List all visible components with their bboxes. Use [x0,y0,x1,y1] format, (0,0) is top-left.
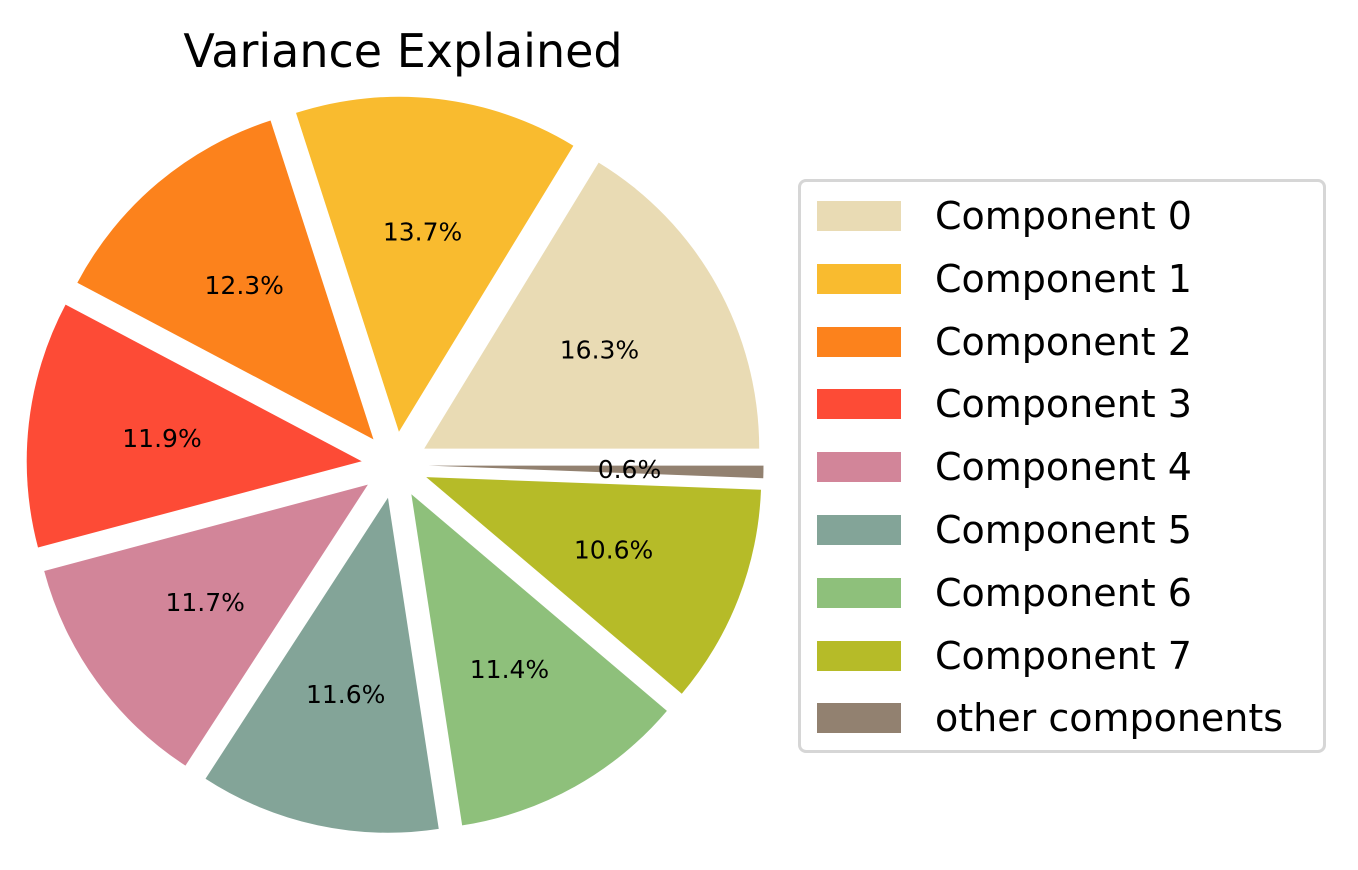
legend-swatch [817,640,901,671]
slice-percent-label: 13.7% [383,218,462,247]
legend-label: Component 6 [935,570,1192,615]
legend-swatch [817,389,901,420]
legend-swatch [817,326,901,357]
slice-percent-label: 10.6% [574,535,653,564]
pie-slice [411,494,667,826]
pie-slice [205,497,439,833]
legend-item: other components [817,696,1284,741]
pie-slice [296,96,574,432]
slice-percent-label: 11.9% [122,424,201,453]
legend-item: Component 3 [817,382,1192,427]
pie-labels: 16.3% 13.7% 12.3% 11.9% 11.7% 11.6% 11.4% 10.6%… [122,218,661,709]
pie-slice [77,120,374,440]
pie-slice [426,477,761,694]
pie-slice [26,304,362,548]
legend-label: Component 0 [935,194,1192,238]
chart-title: Variance Explained [183,24,622,78]
legend-item: Component 4 [817,445,1192,490]
legend-swatch [817,577,901,608]
slice-percent-label: 11.6% [306,680,385,709]
legend-label: Component 5 [935,508,1192,552]
pie-slice [428,465,764,479]
legend-label: Component 4 [935,445,1192,490]
legend-item: Component 0 [817,194,1192,238]
pie-slice [424,162,760,449]
slice-percent-label: 11.4% [470,655,549,684]
legend: Component 0 Component 1 Component 2 Compone… [798,179,1326,753]
legend-swatch [817,452,901,483]
slice-percent-label: 0.6% [598,455,662,484]
legend-item: Component 5 [817,508,1192,552]
legend-item: Component 7 [817,633,1192,678]
legend-swatch [817,263,901,294]
legend-label: Component 1 [935,256,1192,301]
legend-swatch [817,201,901,231]
legend-item: Component 2 [817,319,1192,364]
legend-item: Component 1 [817,256,1192,301]
legend-swatch [817,703,901,734]
legend-label: Component 7 [935,633,1192,678]
pie-slice [44,484,368,766]
pie-slices [26,96,764,833]
legend-item: Component 6 [817,570,1192,615]
slice-percent-label: 16.3% [560,336,639,365]
slice-percent-label: 12.3% [205,271,284,300]
legend-label: other components [935,696,1284,741]
legend-swatch [817,515,901,545]
legend-label: Component 3 [935,382,1192,427]
legend-label: Component 2 [935,319,1192,364]
slice-percent-label: 11.7% [165,588,244,617]
